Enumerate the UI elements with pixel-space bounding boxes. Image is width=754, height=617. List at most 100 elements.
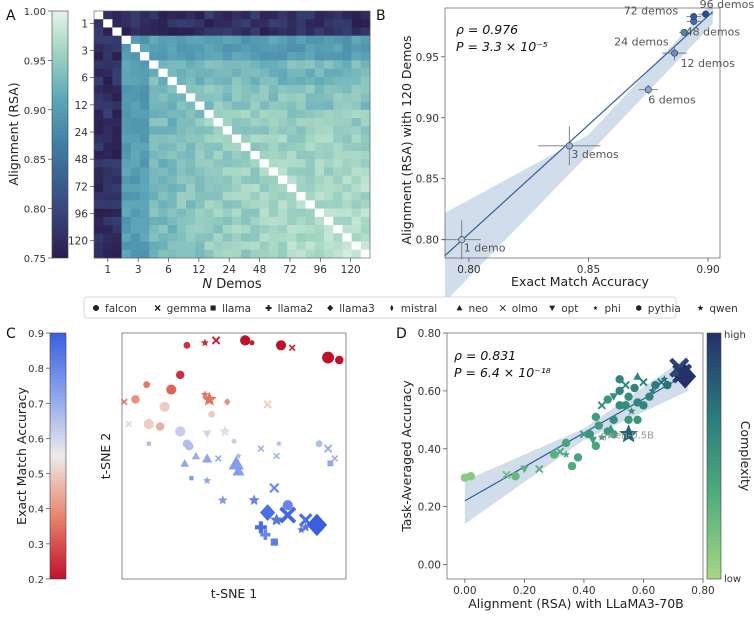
heatmap-cell [351,225,362,234]
tsne-point [175,426,186,437]
heatmap-ytick-label: 120 [68,236,88,248]
heatmap-cell [167,192,178,201]
heatmap-cell [130,43,141,53]
scatter-b-ytick-label: 0.80 [416,235,439,247]
heatmap-cell [296,52,306,61]
heatmap-cell [121,167,132,176]
heatmap-cell [333,134,343,144]
heatmap-cell [94,200,104,209]
heatmap-cell [342,93,352,102]
heatmap-cell [333,93,343,102]
heatmap-cell [333,249,343,259]
heatmap-cell [259,208,270,218]
heatmap-cell [314,208,325,218]
heatmap-cell [268,159,279,168]
heatmap-cell [140,19,150,28]
tsne-point [248,494,260,506]
heatmap-cell [324,126,334,135]
heatmap-cell [241,208,251,218]
heatmap-cell [204,27,214,36]
heatmap-cell [186,118,196,127]
heatmap-cell [222,76,233,86]
heatmap-cell [140,93,150,102]
heatmap-cell [167,76,178,86]
heatmap-cell [167,118,178,127]
tsne-point [279,506,297,524]
heatmap-cell [130,175,141,185]
heatmap-cell [186,208,196,218]
legend-marker-falcon [93,305,99,311]
heatmap-cell [176,35,187,45]
heatmap-cell [296,93,306,102]
heatmap-cell [158,126,168,135]
heatmap-cell [167,208,178,218]
heatmap-cell [250,216,260,226]
colorbar-c-label: Exact Match Accuracy [14,386,29,524]
heatmap-cell [149,76,159,86]
heatmap-cell [130,35,141,45]
heatmap-cell [222,175,233,185]
heatmap-cell [204,208,214,218]
heatmap-cell [305,85,316,94]
heatmap-cell [140,225,150,234]
heatmap-cell [195,150,205,160]
legend-marker-opt [549,305,556,311]
colorbar-d-high: high [724,330,746,341]
heatmap-cell [158,216,168,226]
heatmap-cell [259,35,270,45]
heatmap-cell [287,142,297,152]
colorbar-c-tick-label: 0.2 [28,575,44,586]
heatmap-cell [94,208,104,218]
heatmap-cell [268,208,279,218]
heatmap-cell [250,150,260,160]
heatmap-cell [222,27,233,36]
heatmap-cell [222,216,233,226]
heatmap-cell [314,118,325,127]
heatmap-cell [94,11,104,20]
tsne-point [228,455,244,470]
heatmap-cell [333,175,343,185]
heatmap-cell [241,225,251,234]
heatmap-cell [94,101,104,111]
heatmap-cell [140,43,150,53]
heatmap-cell [204,93,214,102]
heatmap-cell [186,249,196,259]
scatter-d-point [627,406,636,415]
legend-label: qwen [709,303,737,315]
heatmap-cell [213,27,224,36]
heatmap-cell [342,101,352,111]
heatmap-cell [324,159,334,168]
heatmap-cell [250,134,260,144]
panel-label-d: D [396,326,407,342]
heatmap-cell [149,249,159,259]
heatmap-cell [268,118,279,127]
heatmap-cell [158,200,168,209]
heatmap-cell [296,19,306,28]
heatmap-cell [176,101,187,111]
heatmap-cell [333,216,343,226]
tsne-point [143,418,154,430]
heatmap-cell [112,142,122,152]
heatmap-cell [296,150,306,160]
heatmap-cell [130,85,141,94]
heatmap-cell [305,19,316,28]
heatmap-cell [250,85,260,94]
heatmap-cell [186,175,196,185]
heatmap-cell [287,60,297,69]
heatmap-cell [342,118,352,127]
heatmap-cell [268,216,279,226]
heatmap-cell [314,134,325,144]
panel-c: 0.9 0.8 0.7 0.6 0.5 0.4 0.3 0.2 Exact Match Acc… [14,329,347,601]
heatmap-cell [140,76,150,86]
heatmap-cell [195,101,205,111]
heatmap-cell [333,52,343,61]
heatmap-cell [149,200,159,209]
scatter-d-point [648,386,657,395]
heatmap-cell [296,118,306,127]
heatmap-cell [305,35,316,45]
heatmap-cell [324,76,334,86]
heatmap-cell [186,11,196,20]
tsne-point [300,522,311,532]
heatmap-cell [121,249,132,259]
heatmap-cell [222,159,233,168]
